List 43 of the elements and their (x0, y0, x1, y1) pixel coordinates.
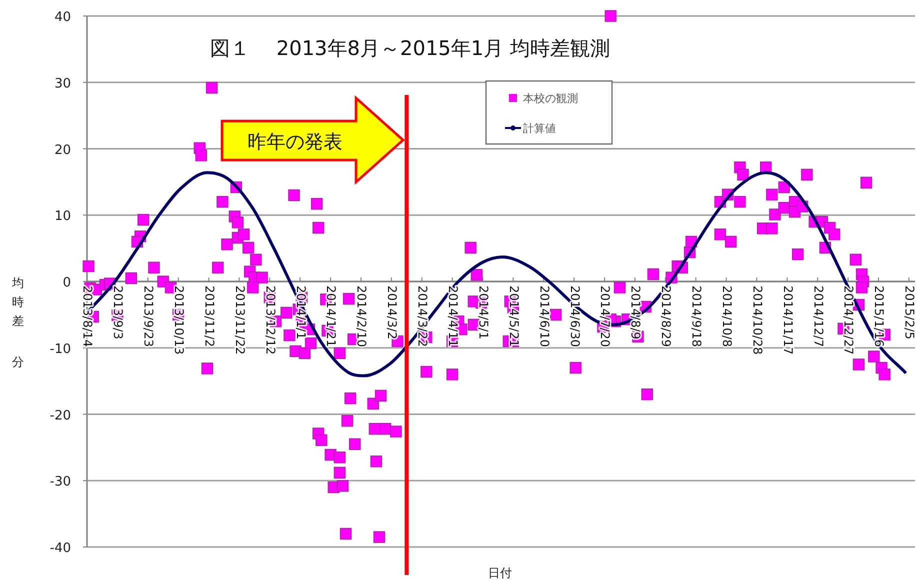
x-tick-label: 2014/12/7 (811, 286, 826, 348)
x-tick-label: 2014/8/9 (628, 286, 643, 340)
x-axis-title: 日付 (488, 566, 512, 580)
y-tick-label: -20 (50, 408, 71, 424)
x-tick-label: 2014/3/2 (385, 286, 400, 340)
x-tick-label: 2013/11/2 (202, 286, 216, 348)
y-tick-label: 0 (62, 276, 71, 290)
x-tick-label: 2014/4/11 (446, 286, 460, 348)
x-tick-label: 2014/1/21 (324, 286, 338, 348)
x-tick-label: 2014/7/20 (598, 286, 612, 348)
x-tick-label: 2014/9/18 (690, 286, 704, 348)
x-tick-label: 2014/1/1 (294, 286, 308, 340)
x-tick-label: 2014/5/1 (476, 286, 490, 340)
x-tick-label: 2014/12/27 (842, 286, 856, 355)
annotation: 昨年の発表 (248, 131, 342, 153)
y-tick-label: 20 (54, 142, 71, 158)
text: 均時差分 (12, 276, 24, 369)
x-tick-label: 2014/10/8 (720, 286, 734, 348)
x-tick-label: 2013/11/22 (232, 286, 247, 355)
legend-label: 本校の観測 (523, 92, 578, 105)
x-tick-label: 2014/8/29 (659, 286, 674, 348)
y-tick-label: 30 (54, 76, 71, 92)
x-tick-label: 2014/10/28 (750, 286, 764, 355)
x-tick-label: 2014/6/10 (537, 286, 552, 348)
y-tick-label: 40 (54, 10, 71, 25)
x-tick-label: 2013/9/23 (142, 286, 156, 348)
x-tick-label: 2013/8/14 (80, 286, 95, 348)
x-tick-label: 2013/10/13 (172, 286, 186, 355)
y-tick-label: -40 (50, 541, 71, 556)
x-tick-label: 2015/1/16 (872, 286, 886, 348)
x-tick-label: 2013/9/3 (111, 286, 126, 340)
y-tick-label: -10 (50, 342, 71, 357)
x-tick-label: 2014/6/30 (568, 286, 582, 348)
x-tick-label: 2015/2/5 (902, 286, 917, 340)
x-tick-label: 2013/12/12 (263, 286, 278, 355)
title: 図１ 2013年8月～2015年1月 均時差観測 (210, 36, 610, 60)
x-tick-label: 2014/2/10 (354, 286, 369, 348)
y-tick-label: -30 (50, 474, 71, 490)
x-tick-label: 2014/5/21 (506, 286, 521, 348)
x-tick-label: 2014/11/17 (780, 286, 795, 355)
legend-label: 計算値 (523, 122, 556, 135)
x-tick-label: 2014/3/22 (416, 286, 430, 348)
y-tick-label: 10 (54, 209, 71, 224)
